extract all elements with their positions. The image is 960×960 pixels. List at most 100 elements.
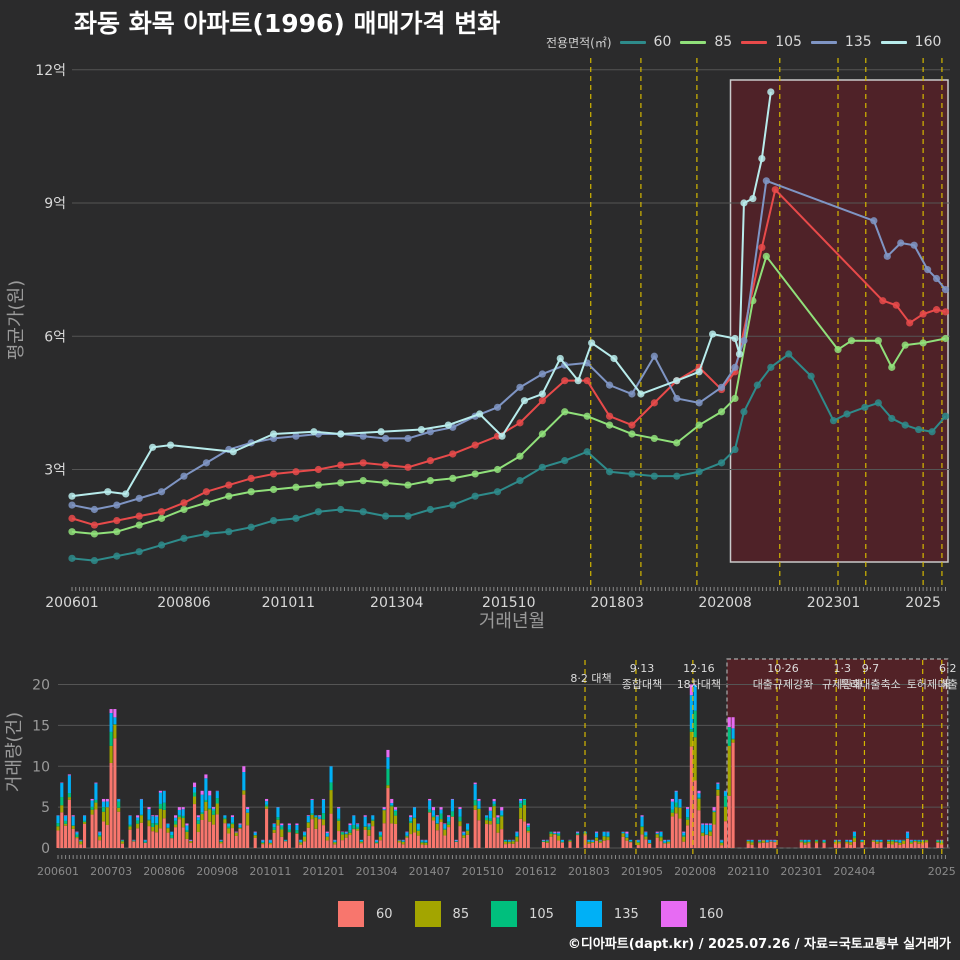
price-point-135 (202, 459, 210, 467)
volume-bar-85 (393, 815, 398, 824)
volume-bar-60 (333, 844, 337, 848)
volume-bar-85 (549, 833, 553, 837)
volume-bar-160 (405, 831, 409, 833)
volume-bar-85 (507, 841, 511, 844)
volume-bar-85 (390, 806, 394, 824)
volume-bar-85 (272, 829, 276, 833)
volume-bar-60 (667, 843, 671, 848)
volume-bar-85 (128, 826, 132, 830)
volume-bar-60 (325, 840, 329, 848)
volume-bar-135 (321, 799, 326, 814)
volume-bar-85 (162, 809, 166, 819)
volume-bar-85 (363, 826, 367, 831)
volume-bar-135 (576, 832, 580, 834)
volume-bar-105 (147, 819, 151, 821)
volume-bar-60 (162, 818, 166, 848)
volume-bar-105 (594, 837, 599, 838)
volume-bar-160 (348, 823, 352, 825)
volume-bar-85 (174, 824, 178, 828)
policy-annotation: 8·2 대책 (570, 672, 611, 685)
volume-bar-85 (200, 813, 204, 821)
volume-bar-135 (299, 840, 303, 842)
price-point-105 (202, 488, 210, 496)
volume-bar-60 (902, 843, 906, 848)
price-point-60 (767, 363, 775, 371)
volume-bar-60 (90, 814, 94, 848)
volume-bar-105 (113, 724, 117, 725)
volume-bar-85 (458, 821, 462, 827)
price-point-60 (426, 505, 434, 514)
volume-bar-85 (82, 822, 87, 824)
volume-bar-105 (663, 842, 667, 844)
volume-bar-60 (170, 838, 174, 848)
volume-bar-105 (803, 841, 807, 843)
price-point-85 (426, 477, 434, 485)
volume-bar-135 (466, 823, 470, 830)
volume-bar-85 (340, 834, 344, 841)
volume-x-tick-label: 202008 (674, 865, 716, 878)
volume-bar-135 (519, 800, 523, 804)
volume-bar-85 (302, 836, 307, 842)
volume-bar-105 (917, 840, 921, 842)
volume-bar-135 (352, 815, 356, 825)
volume-bar-85 (56, 826, 60, 831)
volume-bar-85 (120, 841, 125, 844)
volume-x-tick-label: 201905 (621, 865, 663, 878)
volume-bar-60 (924, 842, 929, 848)
volume-bar-135 (67, 775, 71, 794)
volume-bar-160 (287, 823, 291, 825)
volume-bar-105 (894, 841, 898, 842)
volume-bar-60 (689, 746, 693, 848)
price-point-85 (314, 481, 322, 489)
volume-bar-85 (280, 829, 284, 837)
volume-bar-60 (814, 843, 819, 848)
volume-bar-85 (268, 843, 272, 845)
volume-bar-85 (192, 796, 197, 805)
volume-bar-85 (219, 841, 223, 844)
price-point-135 (381, 434, 390, 443)
volume-bar-135 (177, 809, 181, 815)
volume-bar-85 (261, 843, 265, 845)
volume-bar-60 (238, 828, 242, 848)
volume-bar-105 (192, 792, 197, 797)
volume-bar-60 (477, 820, 481, 848)
price-point-160 (673, 377, 681, 385)
volume-bar-85 (909, 842, 913, 844)
volume-bar-105 (428, 809, 432, 813)
volume-bar-60 (420, 844, 424, 848)
volume-bar-105 (814, 840, 819, 842)
volume-bar-105 (682, 835, 686, 837)
volume-bar-160 (519, 798, 523, 801)
volume-bar-105 (329, 782, 333, 791)
volume-bar-60 (287, 832, 291, 848)
price-point-160 (229, 448, 237, 456)
volume-x-tick-label: 201304 (356, 865, 398, 878)
price-point-85 (583, 412, 591, 420)
volume-bar-160 (439, 807, 443, 810)
volume-bar-135 (663, 840, 667, 843)
price-point-60 (650, 472, 658, 480)
price-point-135 (135, 494, 143, 502)
legend-title: 전용면적(㎡) (546, 35, 612, 50)
price-point-60 (915, 425, 923, 434)
volume-bar-85 (67, 797, 71, 800)
volume-bar-60 (462, 837, 466, 848)
volume-bar-85 (693, 737, 697, 781)
volume-bar-60 (230, 828, 235, 848)
price-point-60 (888, 414, 896, 423)
volume-bar-105 (488, 818, 492, 821)
price-legend: 전용면적(㎡) 60 85 105 135 160 (546, 32, 950, 52)
legend-item-105: 105 (741, 34, 802, 50)
volume-bar-85 (71, 825, 75, 829)
volume-bar-60 (177, 819, 181, 848)
volume-bar-85 (871, 840, 875, 842)
volume-bar-105 (708, 830, 712, 832)
volume-bar-105 (151, 823, 155, 827)
volume-bar-60 (849, 844, 853, 848)
volume-bar-135 (105, 801, 109, 808)
volume-bar-160 (105, 798, 109, 802)
volume-bar-85 (158, 808, 162, 829)
volume-bar-160 (310, 798, 314, 800)
volume-x-tick-label: 201011 (249, 865, 291, 878)
volume-bar-60 (655, 837, 659, 848)
